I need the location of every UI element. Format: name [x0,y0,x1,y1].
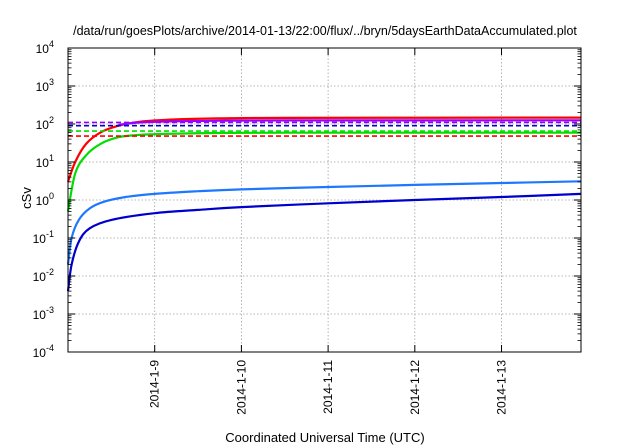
y-tick-base: 10 [36,80,50,94]
y-tick-exponent: -2 [46,267,54,277]
x-axis-title: Coordinated Universal Time (UTC) [225,430,424,445]
x-tick-label: 2014-1-9 [148,360,162,408]
x-tick-label: 2014-1-11 [321,360,335,414]
y-axis-title: cSv [19,187,34,209]
grid [68,48,581,352]
y-tick-label: 102 [36,115,54,132]
y-tick-exponent: 3 [49,77,54,87]
series-line [66,192,582,292]
series-line [66,180,582,265]
y-tick-base: 10 [36,194,50,208]
x-tick-label: 2014-1-12 [408,360,422,415]
y-tick-exponent: -3 [46,305,54,315]
y-tick-base: 10 [36,156,50,170]
y-tick-label: 10-3 [33,305,54,322]
y-tick-label: 101 [36,153,54,170]
y-tick-base: 10 [33,232,47,246]
y-tick-exponent: -1 [46,229,54,239]
y-tick-exponent: 1 [49,153,54,163]
y-tick-base: 10 [33,308,47,322]
y-tick-base: 10 [36,118,50,132]
y-tick-label: 103 [36,77,54,94]
chart-title: /data/run/goesPlots/archive/2014-01-13/2… [73,24,577,38]
y-tick-exponent: -4 [46,343,54,353]
x-tick-label: 2014-1-10 [234,360,248,415]
y-tick-base: 10 [33,346,47,360]
ticks-group [68,47,581,353]
y-tick-exponent: 4 [49,39,54,49]
y-tick-label: 104 [36,39,54,56]
y-tick-exponent: 0 [49,191,54,201]
y-tick-exponent: 2 [49,115,54,125]
y-tick-label: 100 [36,191,54,208]
series-line [66,131,581,212]
x-tick-label: 2014-1-13 [495,360,509,415]
y-tick-base: 10 [36,42,50,56]
y-tick-label: 10-1 [33,229,54,246]
series-group [66,116,582,292]
y-tick-label: 10-4 [33,343,54,360]
y-tick-base: 10 [33,270,47,284]
series-line [66,116,582,183]
y-tick-label: 10-2 [33,267,54,284]
x-tick-labels: 2014-1-9 2014-1-10 2014-1-11 2014-1-12 2014-… [148,360,509,415]
